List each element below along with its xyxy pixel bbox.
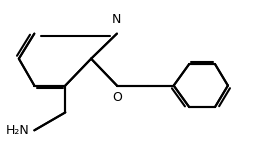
Text: N: N [112,13,122,27]
Text: O: O [112,91,122,104]
Text: H₂N: H₂N [5,124,29,137]
